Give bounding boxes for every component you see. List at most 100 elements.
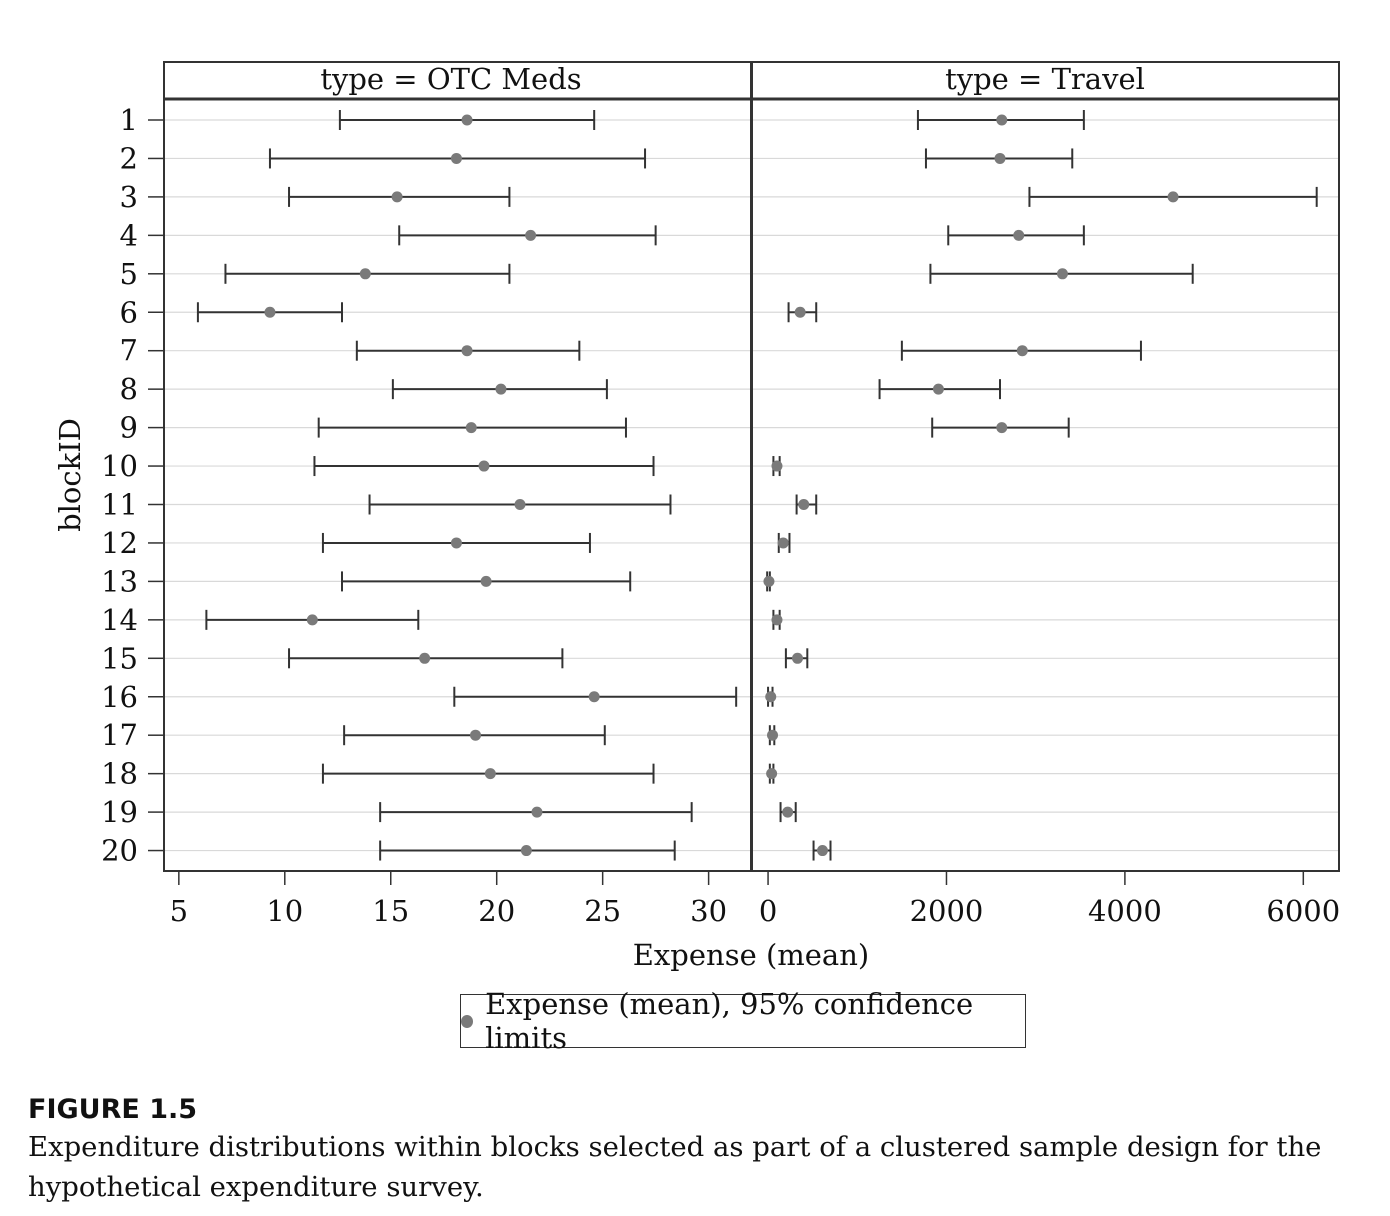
y-tick-label-7: 7 bbox=[120, 334, 138, 368]
error-bar-panel-1-block-2 bbox=[924, 148, 1074, 169]
error-bar-panel-1-block-14 bbox=[771, 609, 783, 630]
mean-point-0-14 bbox=[306, 614, 318, 626]
error-bar-panel-0-block-10 bbox=[313, 456, 655, 477]
error-bar-panel-0-block-14 bbox=[205, 609, 420, 630]
y-tick-label-15: 15 bbox=[101, 641, 138, 675]
error-bar-panel-1-block-20 bbox=[812, 840, 832, 861]
panel-title-otc-meds: type = OTC Meds bbox=[320, 62, 581, 96]
error-bar-panel-1-block-9 bbox=[931, 417, 1070, 438]
mean-point-1-20 bbox=[816, 845, 828, 857]
error-bar-panel-1-block-3 bbox=[1028, 186, 1318, 207]
x-tick-label-0-10: 10 bbox=[266, 894, 303, 928]
mean-point-1-2 bbox=[994, 152, 1006, 164]
legend: Expense (mean), 95% confidence limits bbox=[460, 987, 1026, 1055]
mean-point-1-17 bbox=[767, 729, 779, 741]
mean-point-0-18 bbox=[484, 768, 496, 780]
error-bar-panel-0-block-4 bbox=[398, 225, 657, 246]
mean-point-0-16 bbox=[588, 691, 600, 703]
mean-point-0-9 bbox=[465, 422, 477, 434]
mean-point-0-20 bbox=[520, 845, 532, 857]
error-bar-panel-1-block-17 bbox=[767, 725, 779, 746]
x-tick-label-0-20: 20 bbox=[478, 894, 515, 928]
x-tick-label-0-5: 5 bbox=[170, 894, 188, 928]
mean-point-0-19 bbox=[531, 806, 543, 818]
error-bar-panel-0-block-9 bbox=[317, 417, 627, 438]
mean-point-1-6 bbox=[794, 306, 806, 318]
error-bar-panel-0-block-11 bbox=[368, 494, 672, 515]
mean-point-0-2 bbox=[450, 152, 462, 164]
error-bar-panel-0-block-3 bbox=[288, 186, 511, 207]
error-bar-panel-0-block-18 bbox=[321, 763, 655, 784]
mean-point-0-15 bbox=[419, 652, 431, 664]
mean-point-0-12 bbox=[450, 537, 462, 549]
x-axis-label: Expense (mean) bbox=[633, 938, 869, 972]
mean-point-1-5 bbox=[1056, 268, 1068, 280]
mean-point-1-3 bbox=[1167, 191, 1179, 203]
error-bar-panel-0-block-17 bbox=[343, 725, 606, 746]
y-tick-label-19: 19 bbox=[101, 795, 138, 829]
error-bar-panel-1-block-13 bbox=[763, 571, 775, 592]
error-bar-panel-1-block-7 bbox=[900, 340, 1142, 361]
mean-point-1-7 bbox=[1016, 345, 1028, 357]
legend-label: Expense (mean), 95% confidence limits bbox=[485, 987, 974, 1055]
error-bar-panel-0-block-1 bbox=[338, 110, 596, 130]
y-axis-label: blockID bbox=[53, 418, 87, 532]
error-bar-panel-1-block-16 bbox=[765, 686, 777, 707]
error-bar-panel-0-block-13 bbox=[341, 571, 632, 592]
error-bar-panel-1-block-10 bbox=[771, 456, 783, 477]
error-bar-panel-0-block-19 bbox=[379, 802, 693, 823]
legend-marker bbox=[461, 1014, 474, 1028]
y-tick-label-11: 11 bbox=[101, 488, 138, 522]
y-tick-label-20: 20 bbox=[101, 834, 138, 868]
y-tick-label-8: 8 bbox=[120, 372, 138, 406]
mean-point-0-17 bbox=[470, 729, 482, 741]
error-bar-panel-1-block-15 bbox=[784, 648, 809, 669]
x-tick-label-1-0: 0 bbox=[759, 894, 777, 928]
mean-point-1-11 bbox=[798, 499, 810, 510]
figure-caption-text: Expenditure distributions within blocks … bbox=[28, 1131, 1322, 1203]
figure-label: FIGURE 1.5 bbox=[28, 1094, 198, 1125]
error-bar-panel-0-block-8 bbox=[391, 379, 608, 400]
mean-point-1-12 bbox=[777, 537, 789, 549]
mean-point-0-7 bbox=[461, 345, 473, 357]
y-tick-label-18: 18 bbox=[101, 757, 138, 791]
error-bar-panel-1-block-8 bbox=[878, 379, 1002, 400]
y-tick-label-12: 12 bbox=[101, 526, 138, 560]
mean-point-0-1 bbox=[461, 114, 473, 126]
panel-title-travel: type = Travel bbox=[945, 62, 1145, 96]
error-bar-panel-1-block-6 bbox=[787, 302, 818, 323]
mean-point-0-4 bbox=[525, 229, 537, 241]
y-tick-label-13: 13 bbox=[101, 564, 138, 598]
mean-point-1-18 bbox=[766, 768, 778, 780]
y-tick-label-6: 6 bbox=[120, 295, 138, 329]
error-bar-marks bbox=[196, 110, 1318, 861]
error-bar-panel-0-block-16 bbox=[453, 686, 738, 707]
error-bar-panel-1-block-11 bbox=[795, 494, 818, 515]
error-bar-panel-1-block-12 bbox=[777, 532, 791, 553]
mean-point-1-14 bbox=[771, 614, 783, 626]
x-tick-label-1-4000: 4000 bbox=[1088, 894, 1162, 928]
error-bar-panel-1-block-4 bbox=[947, 225, 1085, 246]
y-tick-label-2: 2 bbox=[120, 141, 138, 175]
mean-point-1-9 bbox=[996, 422, 1008, 434]
y-tick-label-10: 10 bbox=[101, 449, 138, 483]
y-tick-label-4: 4 bbox=[120, 218, 138, 252]
mean-point-1-16 bbox=[765, 691, 777, 703]
y-tick-label-3: 3 bbox=[120, 180, 138, 214]
mean-point-1-19 bbox=[782, 806, 794, 818]
mean-point-0-6 bbox=[264, 306, 276, 318]
x-tick-label-1-2000: 2000 bbox=[910, 894, 984, 928]
error-bar-panel-0-block-20 bbox=[379, 840, 676, 861]
mean-point-0-3 bbox=[391, 191, 403, 203]
mean-point-0-13 bbox=[480, 575, 492, 587]
error-bar-panel-0-block-12 bbox=[321, 532, 591, 553]
error-bar-panel-0-block-6 bbox=[196, 302, 344, 323]
mean-point-1-15 bbox=[791, 652, 803, 664]
x-tick-label-1-6000: 6000 bbox=[1266, 894, 1340, 928]
error-bar-panel-1-block-19 bbox=[779, 802, 797, 823]
figure-caption: FIGURE 1.5 Expenditure distributions wit… bbox=[28, 1094, 1373, 1207]
x-tick-label-0-15: 15 bbox=[372, 894, 409, 928]
y-tick-label-5: 5 bbox=[120, 257, 138, 291]
